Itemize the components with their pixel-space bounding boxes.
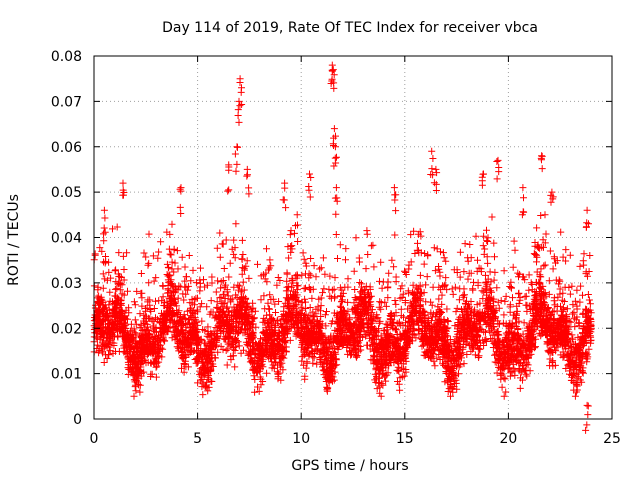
x-axis-ticks: 0 5 10 15 20 25: [90, 56, 621, 447]
y-tick-label: 0.06: [51, 140, 82, 156]
y-tick-label: 0.02: [51, 321, 82, 337]
x-tick-label: 0: [90, 431, 99, 447]
x-tick-label: 25: [603, 431, 621, 447]
y-tick-label: 0.05: [51, 185, 82, 201]
y-tick-label: 0.08: [51, 49, 82, 65]
chart-title: Day 114 of 2019, Rate Of TEC Index for r…: [162, 20, 538, 36]
y-tick-label: 0.01: [51, 367, 82, 383]
grid-lines: [94, 56, 612, 419]
x-tick-label: 20: [499, 431, 517, 447]
x-tick-label: 5: [193, 431, 202, 447]
y-tick-label: 0.03: [51, 276, 82, 292]
x-axis-label: GPS time / hours: [291, 458, 408, 474]
roti-plus-markers: [90, 61, 595, 434]
y-tick-label: 0.04: [51, 231, 82, 247]
y-axis-ticks: 0 0.01 0.02 0.03 0.04 0.05 0.06 0.07 0.08: [51, 49, 612, 428]
data-points: [90, 61, 595, 434]
y-axis-label: ROTI / TECUs: [6, 194, 22, 286]
y-tick-label: 0.07: [51, 94, 82, 110]
y-tick-label: 0: [73, 412, 82, 428]
x-tick-label: 10: [292, 431, 310, 447]
x-tick-label: 15: [396, 431, 414, 447]
